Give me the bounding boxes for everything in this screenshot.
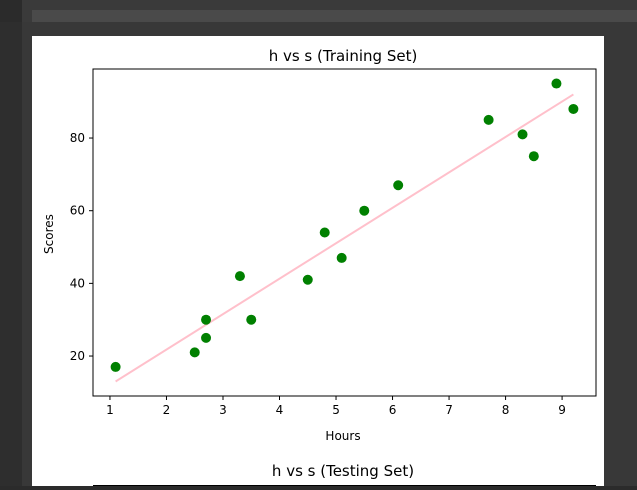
y-axis: 20 40 60 80 [70, 131, 93, 363]
axes-frame [92, 68, 597, 397]
data-point-12 [483, 114, 494, 125]
regression-line [115, 93, 574, 383]
notebook-toolbar [0, 0, 637, 22]
data-point-5 [234, 271, 245, 282]
x-axis-label: Hours [325, 429, 360, 443]
data-point-16 [568, 103, 579, 114]
data-point-10 [359, 205, 370, 216]
data-point-15 [551, 78, 562, 89]
data-point-4 [201, 314, 212, 325]
x-tick-label: 2 [163, 403, 171, 417]
data-point-1 [110, 361, 121, 372]
x-axis: 1 2 3 4 5 6 7 8 9 [106, 396, 566, 417]
x-tick-label: 1 [106, 403, 114, 417]
x-tick-label: 8 [502, 403, 510, 417]
data-point-8 [319, 227, 330, 238]
data-point-14 [528, 151, 539, 162]
data-point-6 [246, 314, 257, 325]
data-point-3 [201, 332, 212, 343]
data-point-13 [517, 129, 528, 140]
cell-header-bar [32, 10, 637, 22]
x-tick-label: 5 [332, 403, 340, 417]
figure-canvas: h vs s (Training Set) 1 2 3 4 5 6 7 8 9 20 40 60 80… [32, 36, 604, 486]
chart-title: h vs s (Training Set) [269, 47, 418, 65]
y-tick-label: 40 [70, 276, 85, 290]
data-point-7 [302, 274, 313, 285]
y-tick-label: 60 [70, 204, 85, 218]
cell-gutter [0, 22, 22, 486]
x-tick-label: 7 [445, 403, 453, 417]
x-tick-label: 9 [558, 403, 566, 417]
data-point-2 [189, 347, 200, 358]
x-tick-label: 6 [389, 403, 397, 417]
x-tick-label: 3 [219, 403, 227, 417]
y-tick-label: 20 [70, 349, 85, 363]
plot-area [110, 78, 579, 383]
data-point-11 [393, 180, 404, 191]
data-point-9 [336, 252, 347, 263]
y-tick-label: 80 [70, 131, 85, 145]
training-set-chart: h vs s (Training Set) 1 2 3 4 5 6 7 8 9 20 40 60 80… [42, 47, 597, 486]
y-axis-label: Scores [42, 214, 56, 254]
x-tick-label: 4 [276, 403, 284, 417]
second-chart-title: h vs s (Testing Set) [272, 462, 414, 480]
